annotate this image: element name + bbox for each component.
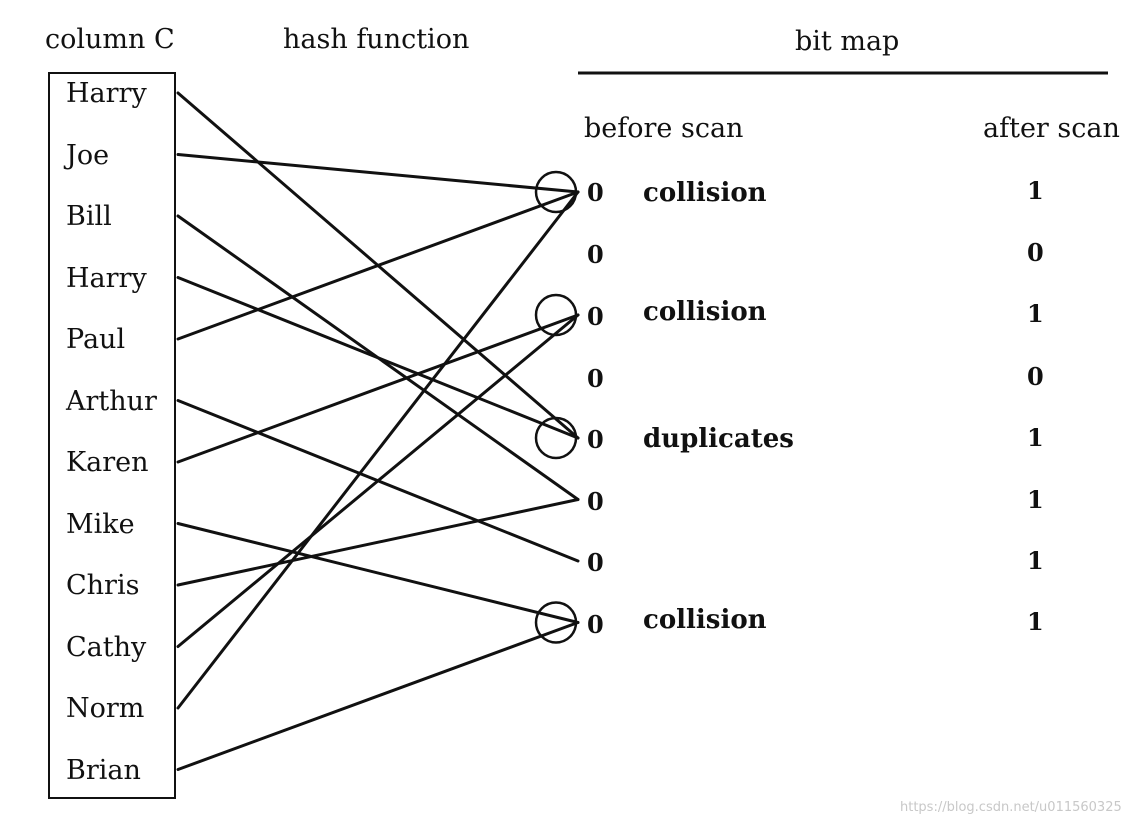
bit-before-6: 0 <box>587 487 604 516</box>
bit-after-7: 1 <box>1027 546 1044 575</box>
bit-before-8: 0 <box>587 610 604 639</box>
duplicates-label: duplicates <box>643 424 794 454</box>
name-row-5: Paul <box>66 324 126 355</box>
name-row-1: Harry <box>66 78 147 109</box>
bit-after-3: 1 <box>1027 299 1044 328</box>
hash-line-7 <box>176 313 580 464</box>
column-c-box <box>48 72 176 799</box>
hash-line-4 <box>176 276 580 440</box>
name-row-7: Karen <box>66 447 149 478</box>
bit-before-3: 0 <box>587 302 604 331</box>
hash-line-12 <box>176 621 580 771</box>
name-row-2: Joe <box>66 140 110 171</box>
bit-before-2: 0 <box>587 240 604 269</box>
bit-before-1: 0 <box>587 178 604 207</box>
hash-line-11 <box>176 190 580 710</box>
bit-after-1: 1 <box>1027 176 1044 205</box>
collision-label-3: collision <box>643 605 767 635</box>
bit-after-2: 0 <box>1027 238 1044 267</box>
hash-line-8 <box>176 522 580 624</box>
collision-label-1: collision <box>643 178 767 208</box>
hash-line-9 <box>176 498 580 587</box>
watermark: https://blog.csdn.net/u011560325 <box>900 800 1122 815</box>
name-row-3: Bill <box>66 201 112 232</box>
bit-before-5: 0 <box>587 425 604 454</box>
name-row-9: Chris <box>66 570 140 601</box>
after-scan-header: after scan <box>983 113 1120 144</box>
bit-before-4: 0 <box>587 364 604 393</box>
bit-after-4: 0 <box>1027 362 1044 391</box>
name-row-12: Brian <box>66 755 141 786</box>
name-row-10: Cathy <box>66 632 147 663</box>
name-row-6: Arthur <box>66 386 157 417</box>
hash-line-2 <box>176 153 580 194</box>
bit-before-7: 0 <box>587 548 604 577</box>
hash-line-5 <box>176 190 580 341</box>
slot-circle-4 <box>534 601 578 644</box>
bit-after-8: 1 <box>1027 607 1044 636</box>
bit-map-header: bit map <box>795 26 900 57</box>
name-row-4: Harry <box>66 263 147 294</box>
bit-after-5: 1 <box>1027 423 1044 452</box>
name-row-8: Mike <box>66 509 135 540</box>
name-row-11: Norm <box>66 693 145 724</box>
slot-circle-1 <box>534 170 578 214</box>
hash-function-header: hash function <box>283 24 470 55</box>
slot-circle-2 <box>534 293 578 337</box>
hash-line-10 <box>176 313 580 648</box>
collision-label-2: collision <box>643 297 767 327</box>
before-scan-header: before scan <box>584 113 744 144</box>
column-header: column C <box>45 24 175 55</box>
slot-circle-3 <box>534 416 578 460</box>
bit-after-6: 1 <box>1027 485 1044 514</box>
